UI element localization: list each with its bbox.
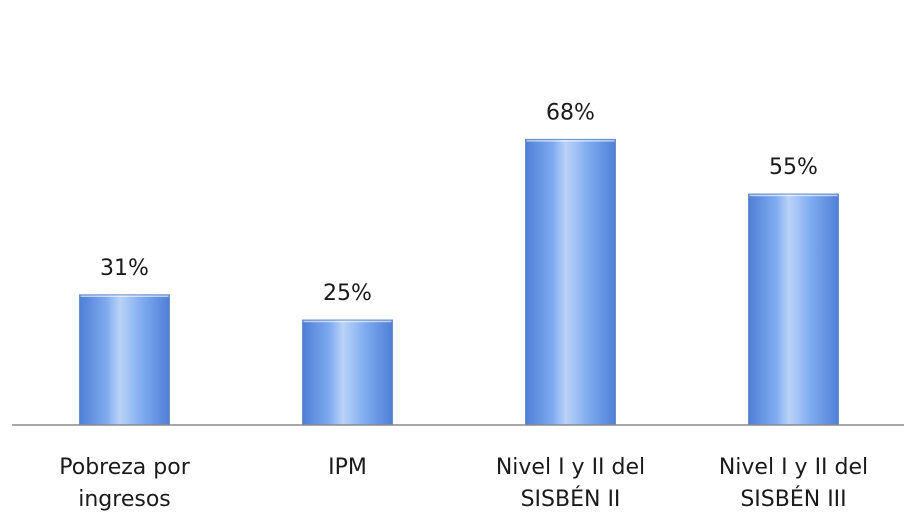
category-label-0-line-1: ingresos: [78, 487, 171, 512]
category-label-3: Nivel I y II del SISBÉN III: [719, 455, 868, 512]
category-label-0-line-0: Pobreza por: [59, 455, 190, 480]
category-label-2: Nivel I y II del SISBÉN II: [496, 455, 645, 512]
category-label-2-line-1: SISBÉN II: [521, 486, 621, 512]
bars-layer: [79, 138, 839, 426]
data-labels-layer: 31% 25% 68% 55%: [100, 100, 818, 306]
data-label-2: 68%: [546, 100, 595, 125]
bar-1: [302, 319, 393, 426]
bar-3: [748, 193, 839, 426]
category-label-3-line-1: SISBÉN III: [740, 486, 846, 512]
bar-0: [79, 294, 170, 426]
category-label-1: IPM: [328, 455, 367, 480]
category-label-1-line-0: IPM: [328, 455, 367, 480]
category-label-2-line-0: Nivel I y II del: [496, 455, 645, 480]
category-label-3-line-0: Nivel I y II del: [719, 455, 868, 480]
tick-labels-layer: Pobreza por ingresos IPM Nivel I y II del SI…: [59, 455, 868, 512]
bar-2: [525, 138, 616, 426]
category-label-0: Pobreza por ingresos: [59, 455, 190, 512]
data-label-3: 55%: [769, 155, 818, 180]
data-label-1: 25%: [323, 281, 372, 306]
data-label-0: 31%: [100, 256, 149, 281]
